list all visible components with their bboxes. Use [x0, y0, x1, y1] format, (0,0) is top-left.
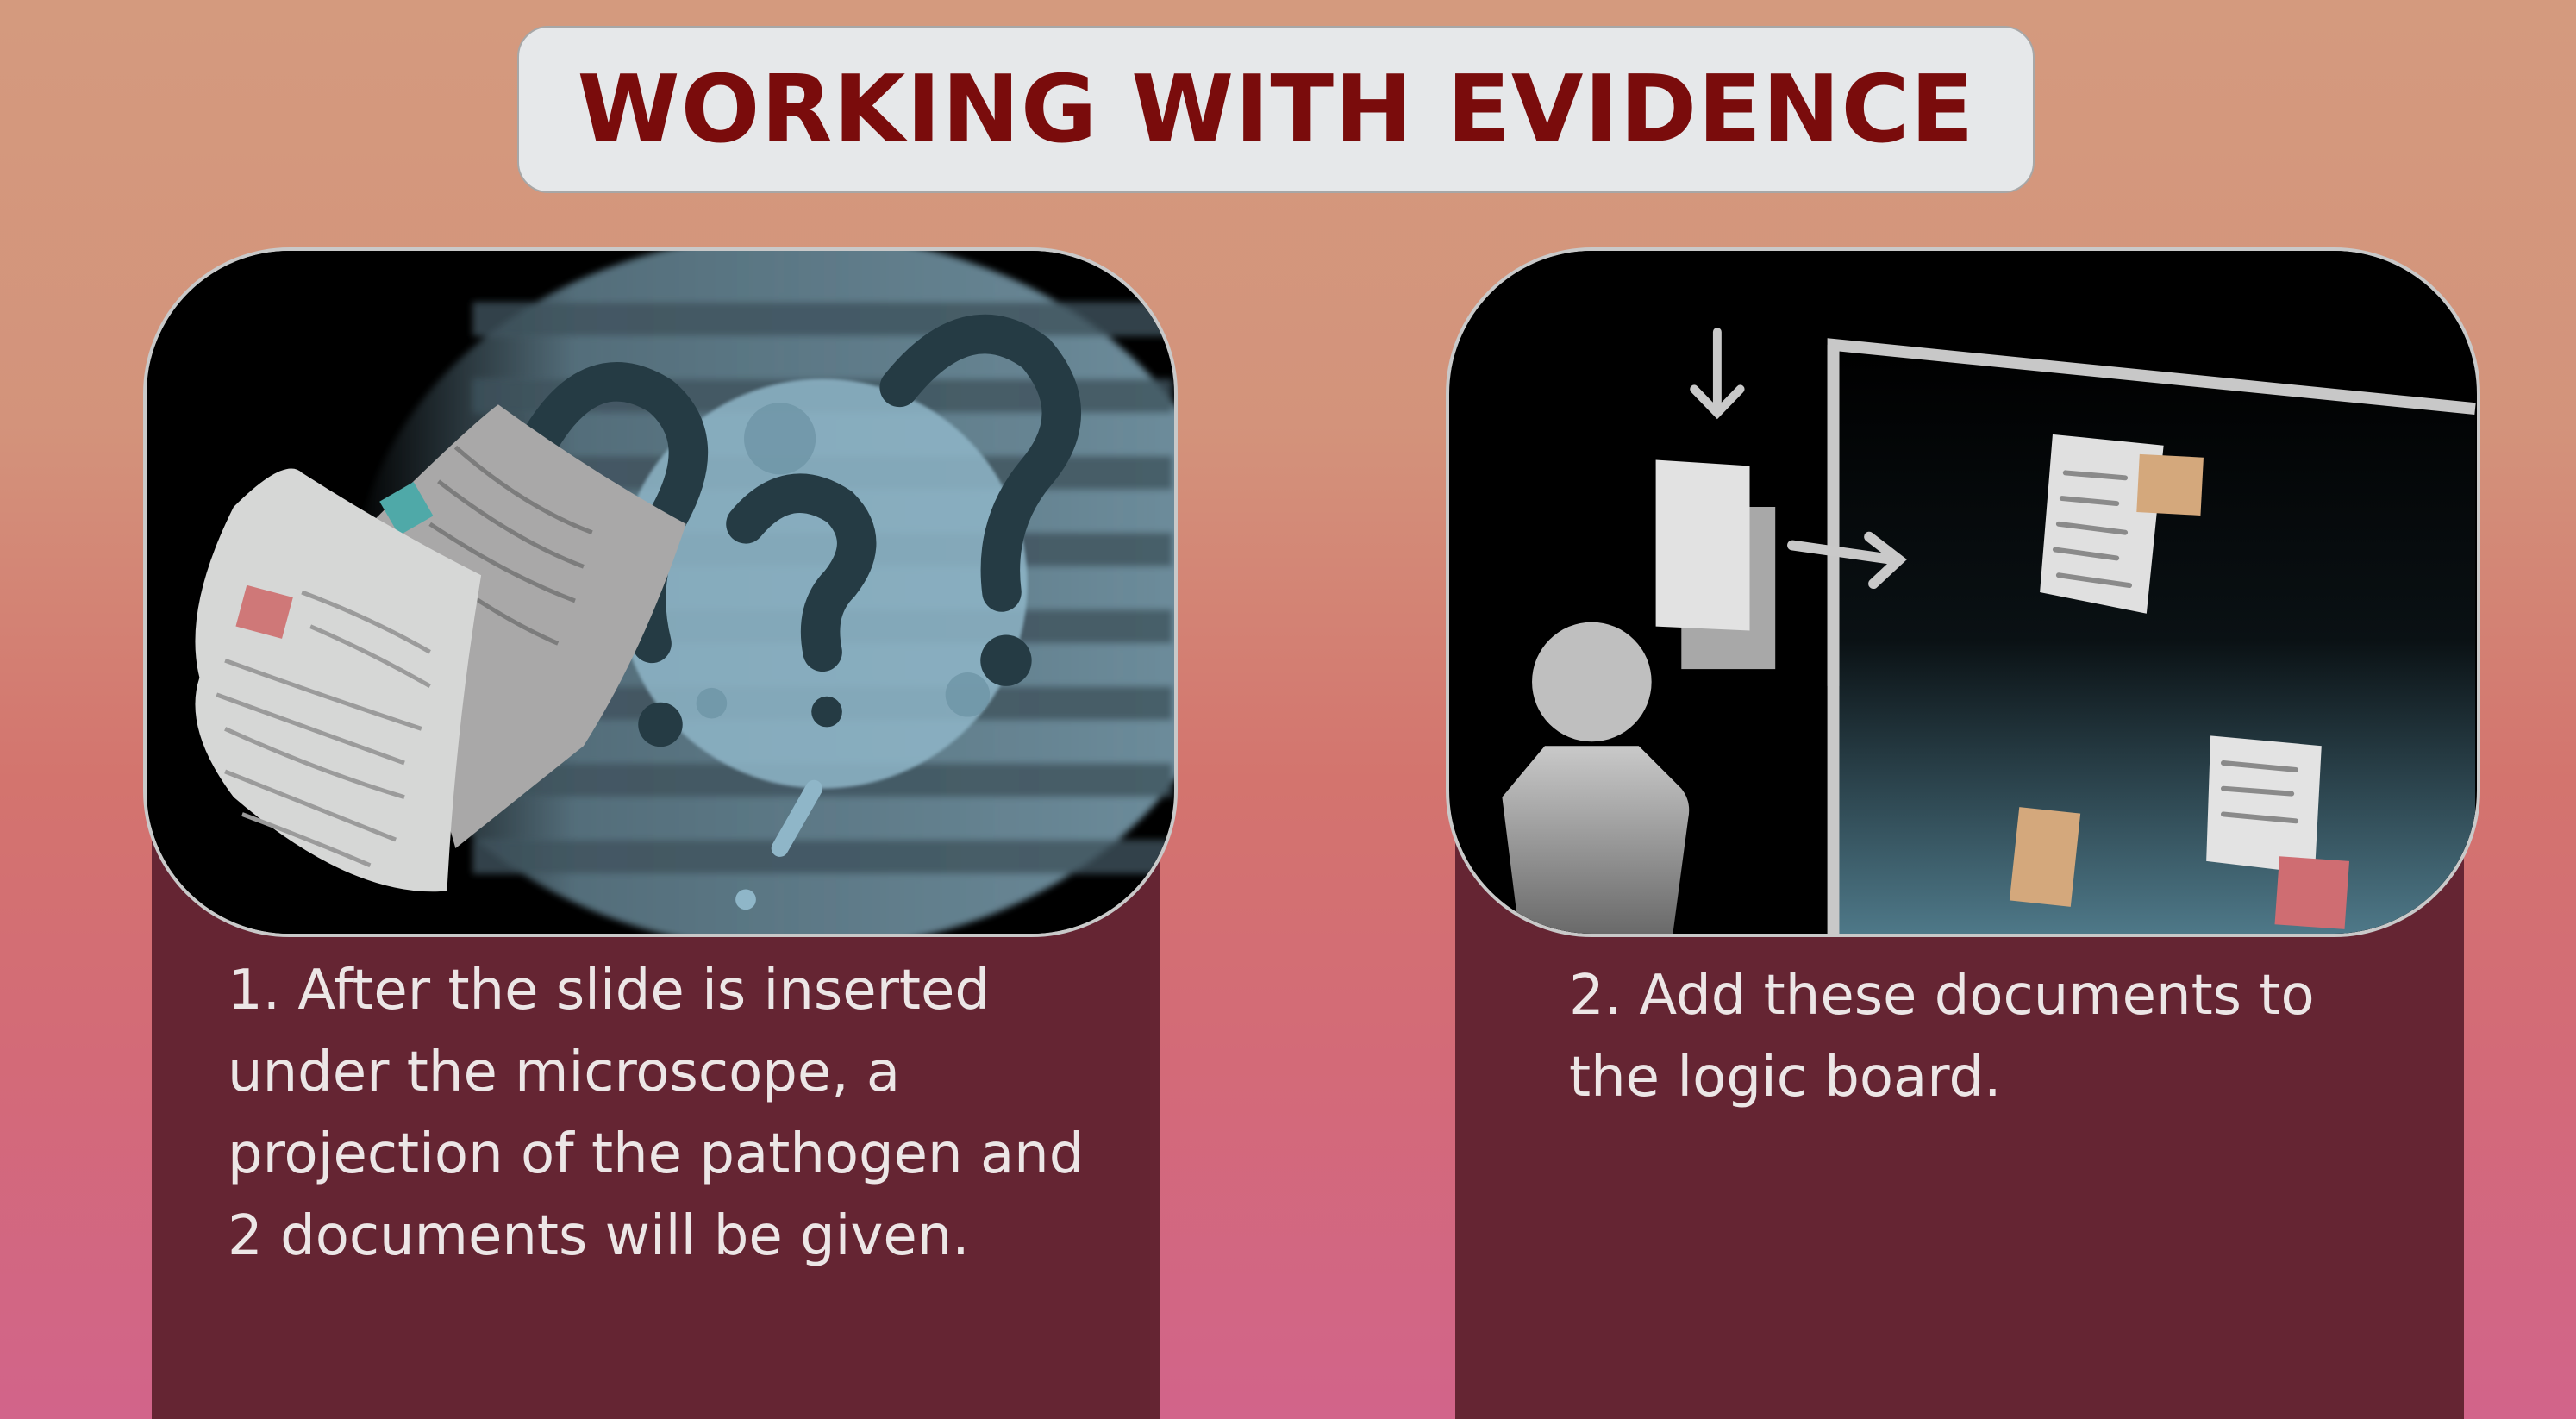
person-icon	[1502, 622, 1690, 934]
title-banner: WORKING WITH EVIDENCE	[517, 26, 2035, 193]
logic-board	[1827, 338, 2476, 934]
arrow-down-icon	[1690, 328, 1745, 420]
document-icon	[1655, 459, 1776, 670]
step-1-text: 1. After the slide is inserted under the…	[228, 959, 1085, 1268]
arrow-right-icon	[1787, 531, 1907, 590]
step-1-illustration	[143, 247, 1178, 937]
step-2-illustration	[1446, 247, 2480, 937]
board-note	[2206, 735, 2350, 929]
board-note	[2040, 434, 2204, 614]
page-title: WORKING WITH EVIDENCE	[577, 55, 1975, 164]
microscope-projection-image	[148, 251, 1174, 934]
logic-board-image	[1451, 251, 2476, 934]
document-icon	[195, 468, 482, 892]
step-2-text: 2. Add these documents to the logic boar…	[1569, 964, 2315, 1110]
sticky-note	[2009, 807, 2081, 907]
